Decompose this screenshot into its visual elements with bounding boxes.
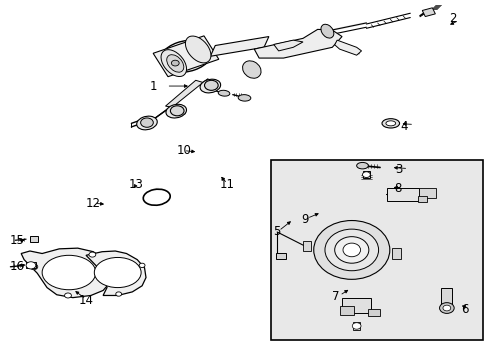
Circle shape: [362, 172, 369, 177]
Ellipse shape: [313, 221, 389, 279]
Bar: [422, 8, 434, 17]
Ellipse shape: [320, 24, 333, 38]
Circle shape: [139, 263, 145, 267]
Ellipse shape: [356, 162, 367, 169]
Ellipse shape: [42, 255, 96, 290]
Text: 13: 13: [129, 178, 143, 191]
Bar: [418, 188, 435, 198]
Text: 7: 7: [331, 290, 339, 303]
Text: 16: 16: [9, 260, 24, 273]
Text: 15: 15: [9, 234, 24, 247]
Ellipse shape: [165, 104, 186, 118]
Ellipse shape: [94, 257, 141, 288]
Ellipse shape: [342, 243, 360, 257]
Ellipse shape: [325, 229, 378, 271]
Ellipse shape: [381, 119, 399, 128]
Polygon shape: [21, 248, 110, 298]
Text: 11: 11: [220, 178, 235, 191]
Text: 9: 9: [301, 213, 308, 226]
Bar: [367, 309, 379, 316]
Circle shape: [116, 292, 122, 296]
Text: 2: 2: [448, 12, 456, 25]
Ellipse shape: [185, 36, 210, 63]
Text: 4: 4: [400, 120, 407, 133]
Circle shape: [30, 264, 38, 270]
Circle shape: [100, 265, 106, 270]
Text: 10: 10: [176, 144, 191, 157]
Ellipse shape: [137, 116, 157, 130]
Ellipse shape: [166, 55, 183, 72]
Bar: [30, 236, 38, 242]
Circle shape: [204, 80, 218, 90]
Bar: [352, 322, 359, 329]
Ellipse shape: [218, 90, 229, 96]
Circle shape: [351, 323, 360, 329]
Circle shape: [170, 106, 183, 116]
Bar: [25, 262, 36, 268]
Circle shape: [64, 293, 71, 298]
Text: 8: 8: [394, 183, 401, 195]
Bar: [153, 36, 218, 77]
Circle shape: [442, 305, 450, 311]
Circle shape: [141, 118, 153, 127]
Bar: [391, 248, 400, 258]
Ellipse shape: [238, 95, 250, 101]
Bar: [362, 171, 369, 178]
Polygon shape: [210, 37, 268, 56]
Bar: [441, 288, 451, 305]
Text: 1: 1: [149, 80, 157, 93]
Circle shape: [89, 252, 96, 257]
Bar: [302, 241, 311, 251]
Circle shape: [26, 262, 36, 269]
Polygon shape: [334, 40, 361, 55]
Polygon shape: [254, 30, 341, 58]
Polygon shape: [165, 80, 203, 107]
Ellipse shape: [334, 237, 368, 263]
Ellipse shape: [161, 50, 186, 77]
Text: 12: 12: [86, 197, 101, 210]
Text: 3: 3: [395, 163, 402, 176]
Text: 6: 6: [461, 303, 468, 316]
Polygon shape: [273, 40, 303, 51]
Ellipse shape: [160, 40, 211, 72]
Bar: [339, 306, 353, 315]
Ellipse shape: [242, 61, 261, 78]
FancyBboxPatch shape: [271, 160, 483, 339]
Text: 5: 5: [272, 225, 280, 238]
Bar: [341, 298, 370, 313]
Ellipse shape: [385, 121, 395, 126]
Circle shape: [439, 303, 453, 314]
Ellipse shape: [200, 79, 220, 93]
Circle shape: [171, 60, 179, 66]
Bar: [386, 188, 418, 201]
Text: 14: 14: [79, 294, 94, 307]
Bar: [417, 197, 426, 202]
Polygon shape: [86, 251, 146, 296]
Bar: [275, 253, 286, 259]
